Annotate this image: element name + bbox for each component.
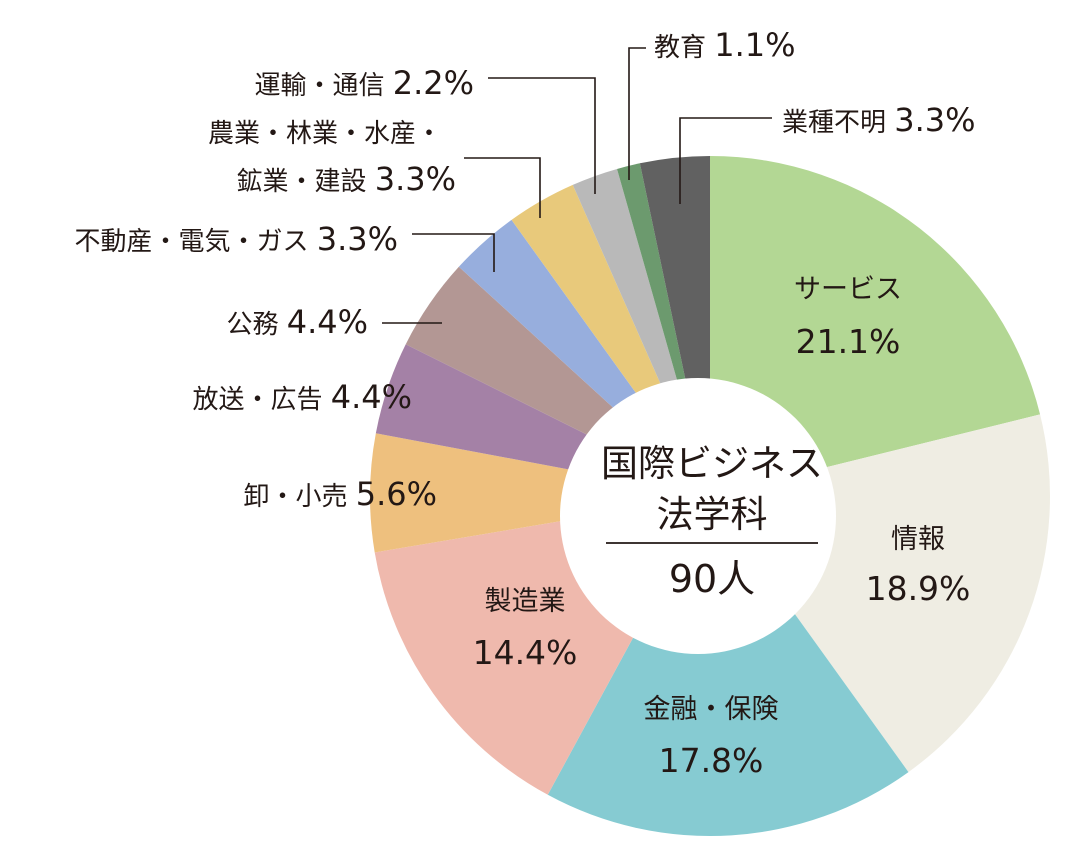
center-title-line2: 法学科 (657, 493, 768, 536)
slice-value-5: 5.6% (356, 475, 437, 513)
center-total: 90人 (669, 557, 755, 601)
slice-value-4: 14.4% (473, 633, 578, 672)
slice-label-text-9: 鉱業・建設 (236, 167, 374, 197)
leader-lines-layer (382, 47, 772, 324)
slice-value-8: 3.3% (317, 220, 398, 258)
slice-label-text-6: 放送・広告 (192, 385, 330, 415)
slice-5 (370, 433, 710, 553)
leader-line-8 (412, 233, 495, 272)
slice-label-6: 放送・広告 4.4% (192, 378, 412, 416)
leader-line-10 (488, 77, 596, 194)
slice-label-10: 運輸・通信 2.2% (254, 64, 474, 102)
center-label: 国際ビジネス 法学科 90人 (560, 378, 836, 654)
slice-label-7: 公務 4.4% (226, 303, 368, 341)
slice-value-9: 3.3% (375, 160, 456, 198)
slice-label-text-5: 卸・小売 (243, 482, 355, 512)
slice-label-text-7: 公務 (226, 310, 286, 340)
slice-label-2: 情報 (891, 524, 945, 555)
slice-value-10: 2.2% (393, 64, 474, 102)
center-hole (560, 378, 836, 654)
slice-label-text-11: 教育 (654, 33, 714, 63)
slice-label-11: 教育 1.1% (654, 26, 796, 64)
leader-line-9 (464, 157, 541, 218)
slice-label-8: 不動産・電気・ガス 3.3% (74, 220, 398, 258)
slice-label-12: 業種不明 3.3% (782, 101, 976, 139)
slice-label-text-12: 業種不明 (782, 108, 894, 138)
slice-label-text-8: 不動産・電気・ガス (74, 227, 316, 257)
slice-value-12: 3.3% (894, 101, 975, 139)
slice-label-text-10: 運輸・通信 (254, 71, 392, 101)
slice-label-3: 金融・保険 (644, 694, 779, 725)
slice-value-6: 4.4% (331, 378, 412, 416)
slice-value-3: 17.8% (659, 741, 764, 780)
slice-3 (547, 496, 909, 837)
labels-layer: サービス 21.1% 情報 18.9% 金融・保険 17.8% 製造業 14.4% 卸・小売 5… (74, 26, 975, 780)
slice-label-4: 製造業 (485, 586, 566, 617)
slice-1 (710, 156, 1041, 496)
slice-label-1: サービス (794, 274, 902, 305)
slice-label-9: 鉱業・建設 3.3% (236, 160, 456, 198)
slice-value-1: 21.1% (796, 322, 901, 361)
slice-value-2: 18.9% (866, 569, 971, 608)
leader-line-11 (628, 47, 646, 180)
slice-label-5: 卸・小売 5.6% (243, 475, 437, 513)
center-title-line1: 国際ビジネス (601, 442, 823, 485)
slice-value-7: 4.4% (287, 303, 368, 341)
leader-line-12 (679, 117, 772, 204)
slice-value-11: 1.1% (714, 26, 795, 64)
slice-label-line1-9: 農業・林業・水産・ (208, 119, 442, 149)
